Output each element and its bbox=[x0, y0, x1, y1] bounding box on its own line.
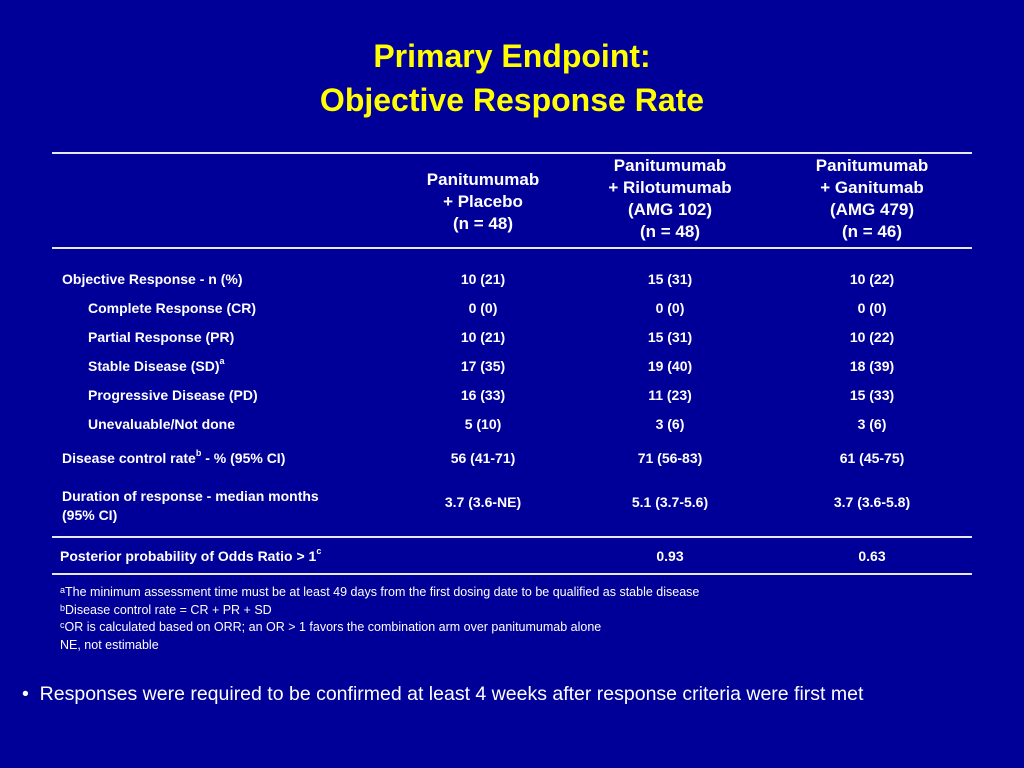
body-rule bbox=[52, 536, 972, 538]
table-cell: 3.7 (3.6-NE) bbox=[444, 494, 522, 510]
table-cell: 16 (33) bbox=[460, 387, 506, 403]
table-cell: 0 (0) bbox=[655, 300, 685, 316]
table-cell: 15 (33) bbox=[849, 387, 895, 403]
column-header-placebo: Panitumumab + Placebo (n = 48) bbox=[388, 169, 578, 235]
header-line: Panitumumab bbox=[426, 170, 540, 189]
footnote: bDisease control rate = CR + PR + SD bbox=[60, 602, 699, 620]
footnote: aThe minimum assessment time must be at … bbox=[60, 584, 699, 602]
row-label: Objective Response - n (%) bbox=[62, 271, 242, 287]
table-cell: 10 (21) bbox=[460, 329, 506, 345]
footnote-mark: b bbox=[195, 448, 202, 458]
table-cell: 3 (6) bbox=[857, 416, 887, 432]
row-label-text: Disease control rate bbox=[62, 450, 196, 466]
table-cell: 0.63 bbox=[858, 548, 886, 564]
table-bottom-rule bbox=[52, 573, 972, 575]
table-top-rule bbox=[52, 152, 972, 154]
header-line: (n = 48) bbox=[453, 214, 513, 233]
table-cell: 56 (41-71) bbox=[450, 450, 516, 466]
table-cell: 10 (22) bbox=[849, 329, 895, 345]
row-label: Complete Response (CR) bbox=[88, 300, 256, 316]
row-label-text: Partial Response (PR) bbox=[88, 329, 235, 345]
footnote-mark: a bbox=[219, 356, 225, 366]
table-cell: 3.7 (3.6-5.8) bbox=[833, 494, 911, 510]
bullet-point: • Responses were required to be confirme… bbox=[22, 683, 863, 706]
table-cell: 17 (35) bbox=[460, 358, 506, 374]
table-cell: 0 (0) bbox=[857, 300, 887, 316]
footnotes: aThe minimum assessment time must be at … bbox=[60, 584, 699, 654]
footnote-mark: c bbox=[60, 620, 65, 630]
footnote-text: NE, not estimable bbox=[60, 637, 159, 652]
table-cell: 71 (56-83) bbox=[637, 450, 703, 466]
table-cell: 0.93 bbox=[656, 548, 684, 564]
table-cell: 5 (10) bbox=[464, 416, 502, 432]
header-line: (n = 48) bbox=[640, 222, 700, 241]
row-label-text: Objective Response - n (%) bbox=[62, 271, 243, 287]
header-line: + Placebo bbox=[443, 192, 523, 211]
table-cell: 15 (31) bbox=[647, 271, 693, 287]
slide-title: Primary Endpoint: Objective Response Rat… bbox=[0, 34, 1024, 122]
header-line: + Rilotumumab bbox=[608, 178, 732, 197]
title-line-1: Primary Endpoint: bbox=[373, 38, 651, 74]
row-label: Stable Disease (SD)a bbox=[88, 356, 225, 374]
table-cell: 19 (40) bbox=[647, 358, 693, 374]
footnote-mark: c bbox=[316, 546, 322, 556]
header-line: (AMG 479) bbox=[829, 200, 915, 219]
column-header-rilotumumab: Panitumumab + Rilotumumab (AMG 102) (n =… bbox=[575, 155, 765, 243]
table-cell: 11 (23) bbox=[648, 387, 692, 403]
table-cell: 0 (0) bbox=[468, 300, 498, 316]
row-label: Disease control rateb - % (95% CI) bbox=[62, 448, 286, 466]
footnote-text: The minimum assessment time must be at l… bbox=[65, 585, 700, 599]
header-line: + Ganitumab bbox=[820, 178, 924, 197]
header-line: Panitumumab bbox=[815, 156, 929, 175]
footnote-text: OR is calculated based on ORR; an OR > 1… bbox=[64, 620, 602, 634]
row-label: Progressive Disease (PD) bbox=[88, 387, 258, 403]
header-rule bbox=[52, 247, 972, 249]
title-line-2: Objective Response Rate bbox=[319, 82, 705, 118]
row-label-text: Progressive Disease (PD) bbox=[88, 387, 258, 403]
column-header-ganitumab: Panitumumab + Ganitumab (AMG 479) (n = 4… bbox=[777, 155, 967, 243]
table-cell: 18 (39) bbox=[849, 358, 895, 374]
row-label: Partial Response (PR) bbox=[88, 329, 234, 345]
footnote-text: Disease control rate = CR + PR + SD bbox=[65, 602, 272, 617]
footnote: cOR is calculated based on ORR; an OR > … bbox=[60, 619, 699, 637]
header-line: (AMG 102) bbox=[627, 200, 713, 219]
row-label: Unevaluable/Not done bbox=[88, 416, 235, 432]
row-label-text: Duration of response - median months bbox=[62, 488, 319, 504]
row-label: Posterior probability of Odds Ratio > 1c bbox=[60, 546, 322, 564]
header-line: (n = 46) bbox=[842, 222, 902, 241]
header-line: Panitumumab bbox=[613, 156, 727, 175]
table-cell: 10 (22) bbox=[849, 271, 895, 287]
footnote: NE, not estimable bbox=[60, 637, 699, 655]
bullet-text: Responses were required to be confirmed … bbox=[39, 683, 864, 705]
row-label-text: Unevaluable/Not done bbox=[88, 416, 236, 432]
footnote-mark: a bbox=[60, 585, 66, 595]
table-cell: 10 (21) bbox=[460, 271, 506, 287]
row-label-suffix: - % (95% CI) bbox=[201, 450, 286, 466]
table-cell: 61 (45-75) bbox=[839, 450, 905, 466]
row-label-line2: (95% CI) bbox=[62, 507, 118, 523]
table-cell: 15 (31) bbox=[647, 329, 693, 345]
table-cell: 3 (6) bbox=[655, 416, 685, 432]
table-cell: 5.1 (3.7-5.6) bbox=[631, 494, 709, 510]
footnote-mark: b bbox=[60, 602, 66, 613]
bullet-icon: • bbox=[22, 683, 29, 705]
row-label-text: Stable Disease (SD) bbox=[88, 358, 220, 374]
row-label-text: Posterior probability of Odds Ratio > 1 bbox=[60, 548, 317, 564]
row-label-text: Complete Response (CR) bbox=[88, 300, 257, 316]
row-label: Duration of response - median months (95%… bbox=[62, 487, 319, 525]
